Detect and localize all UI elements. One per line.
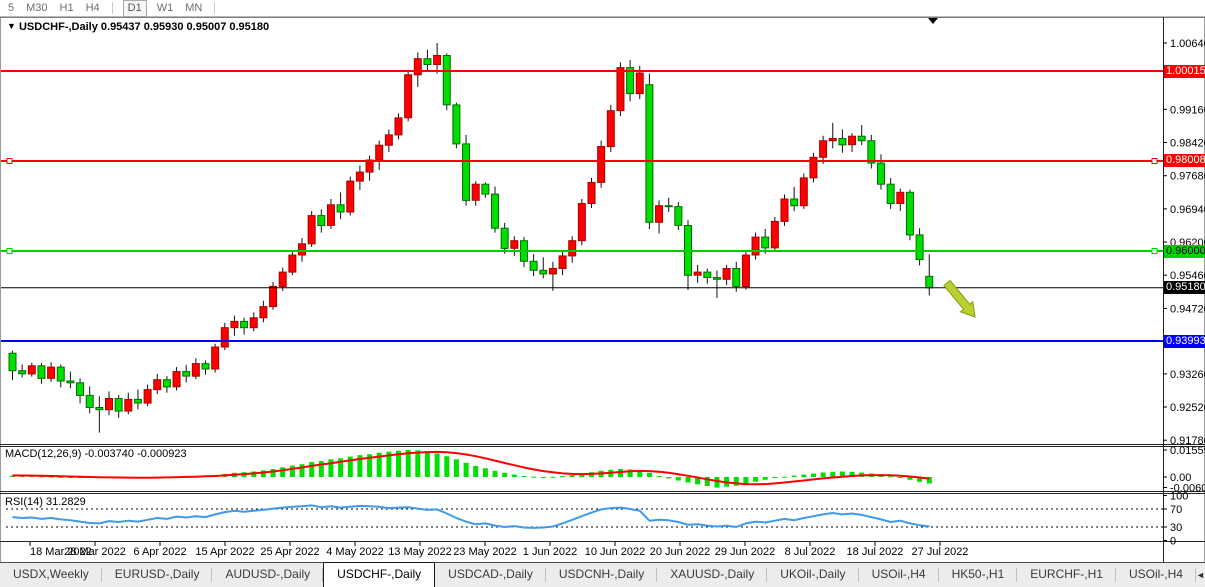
svg-text:20 Jun 2022: 20 Jun 2022 (650, 546, 711, 558)
ohlc-high: 0.95930 (143, 21, 184, 33)
svg-text:13 May 2022: 13 May 2022 (388, 546, 452, 558)
macd-name: MACD(12,26,9) (5, 448, 82, 460)
macd-panel: 0.015598 0.00-0.00605 (10, 445, 1205, 495)
ohlc-low: 0.95007 (186, 21, 227, 33)
ohlc-open: 0.95437 (100, 21, 141, 33)
svg-text:6 Apr 2022: 6 Apr 2022 (133, 546, 186, 558)
price-tag-1.00015: 1.00015 (1164, 64, 1205, 78)
timeframe-button-h1[interactable]: H1 (59, 1, 74, 14)
symbol-tab-xauusd-daily[interactable]: XAUUSD-,Daily (657, 563, 768, 587)
macd-indicator-label: MACD(12,26,9) -0.003740 -0.000923 (5, 448, 187, 460)
symbol-tab-audusd-daily[interactable]: AUDUSD-,Daily (212, 563, 323, 587)
symbol-tab-hk50-h1[interactable]: HK50-,H1 (939, 563, 1018, 587)
price-tag-0.98008: 0.98008 (1164, 154, 1205, 168)
svg-text:15 Apr 2022: 15 Apr 2022 (195, 546, 254, 558)
shift-marker-icon (928, 18, 938, 24)
rsi-indicator-label: RSI(14) 31.2829 (5, 496, 86, 508)
timeframe-button-mn[interactable]: MN (185, 1, 203, 14)
toolbar-separator (111, 2, 113, 14)
symbol-tab-bar: USDX,Weekly EURUSD-,Daily AUDUSD-,Daily USD… (0, 562, 1205, 587)
symbol-tab-usdx-weekly[interactable]: USDX,Weekly (0, 563, 102, 587)
svg-text:-0.00605: -0.00605 (1170, 483, 1205, 495)
svg-text:18 Jul 2022: 18 Jul 2022 (847, 546, 904, 558)
timeframe-button-h4[interactable]: H4 (85, 1, 100, 14)
symbol-tab-usdcad-daily[interactable]: USDCAD-,Daily (435, 563, 546, 587)
tab-scroll-left-icon[interactable]: ◄ (1195, 570, 1205, 580)
symbol-tab-eurchf-h1[interactable]: EURCHF-,H1 (1017, 563, 1116, 587)
svg-text:8 Jul 2022: 8 Jul 2022 (785, 546, 836, 558)
macd-signal-line (12, 450, 930, 486)
toolbar-separator (214, 2, 216, 14)
svg-text:10 Jun 2022: 10 Jun 2022 (585, 546, 646, 558)
svg-text:23 May 2022: 23 May 2022 (453, 546, 517, 558)
sell-arrow-annotation[interactable] (943, 279, 976, 318)
timeframe-button-w1[interactable]: W1 (156, 1, 174, 14)
svg-text:30: 30 (1170, 522, 1182, 534)
price-tag-0.95180: 0.95180 (1164, 281, 1205, 295)
chart-symbol-label: USDCHF-,Daily (18, 21, 98, 33)
symbol-tab-eurusd-daily[interactable]: EURUSD-,Daily (102, 563, 213, 587)
svg-text:27 Jul 2022: 27 Jul 2022 (912, 546, 969, 558)
price-axis: 1.006400.991600.984200.976800.969400.962… (1163, 38, 1205, 447)
svg-text:0.015598: 0.015598 (1170, 445, 1205, 457)
rsi-line (12, 504, 930, 529)
rsi-name: RSI(14) (5, 496, 43, 508)
timeframe-button-d1[interactable]: D1 (122, 0, 147, 17)
svg-text:1 Jun 2022: 1 Jun 2022 (523, 546, 577, 558)
symbol-tab-usdchf-daily[interactable]: USDCHF-,Daily (323, 562, 436, 587)
timeframe-button-m30[interactable]: M30 (26, 1, 48, 14)
macd-signal-value: -0.000923 (137, 448, 187, 460)
horizontal-lines-layer[interactable] (1, 70, 1163, 342)
svg-text:70: 70 (1170, 504, 1182, 516)
timeframe-toolbar: 5 M30 H1 H4 D1 W1 MN (0, 0, 1205, 17)
chart-title: ▼ USDCHF-,Daily 0.95437 0.95930 0.95007 … (7, 21, 269, 33)
symbol-tab-usdcnh-daily[interactable]: USDCNH-,Daily (546, 563, 658, 587)
tab-scroll-controls: ◄► (1196, 563, 1205, 587)
svg-text:28 Mar 2022: 28 Mar 2022 (64, 546, 126, 558)
svg-text:4 May 2022: 4 May 2022 (326, 546, 383, 558)
price-tag-0.96000: 0.96000 (1164, 244, 1205, 258)
symbol-tab-ukoil-daily[interactable]: UKOil-,Daily (767, 563, 859, 587)
candles-layer (8, 43, 934, 433)
symbol-tab-usoil-h4[interactable]: USOil-,H4 (1116, 563, 1196, 587)
ohlc-close: 0.95180 (229, 21, 270, 33)
svg-text:25 Apr 2022: 25 Apr 2022 (260, 546, 319, 558)
rsi-value: 31.2829 (45, 496, 86, 508)
svg-text:0: 0 (1170, 536, 1176, 548)
symbol-dropdown-icon[interactable]: ▼ (7, 21, 16, 31)
svg-text:100: 100 (1170, 491, 1188, 503)
macd-main-value: -0.003740 (84, 448, 135, 460)
svg-text:0.00: 0.00 (1170, 472, 1191, 484)
timeframe-button-5[interactable]: 5 (8, 1, 15, 14)
symbol-tab-usoil-h4[interactable]: USOil-,H4 (859, 563, 939, 587)
svg-text:29 Jun 2022: 29 Jun 2022 (715, 546, 776, 558)
price-tag-0.93993: 0.93993 (1164, 334, 1205, 348)
svg-text:18 Mar 2022: 18 Mar 2022 (30, 546, 92, 558)
